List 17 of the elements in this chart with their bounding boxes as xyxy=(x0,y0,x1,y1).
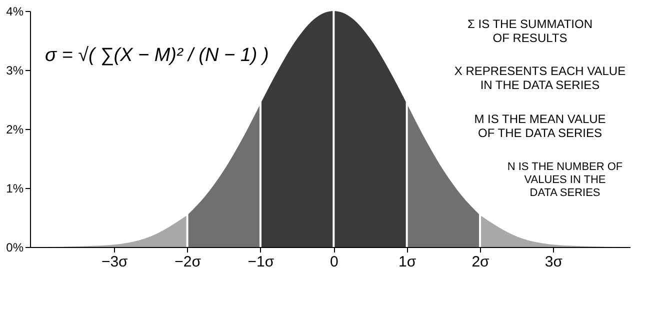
x-tick-label: 2σ xyxy=(472,254,490,270)
annotation: σ = √( ∑(X − M)² / (N − 1) ) xyxy=(45,45,269,66)
x-tick-label: 1σ xyxy=(398,254,417,270)
y-tick-label: 0% xyxy=(6,240,24,254)
annotation: Σ IS THE SUMMATION OF RESULTS xyxy=(468,17,592,45)
y-tick-label: 2% xyxy=(6,122,24,136)
y-tick-label: 4% xyxy=(6,4,24,18)
x-tick-label: −2σ xyxy=(174,254,202,270)
y-tick-label: 3% xyxy=(6,64,24,78)
y-tick-label: 1% xyxy=(6,182,24,196)
x-tick-label: −1σ xyxy=(248,254,275,270)
annotation: M IS THE MEAN VALUE OF THE DATA SERIES xyxy=(474,112,606,140)
x-tick-label: 3σ xyxy=(544,254,564,270)
x-tick-label: 0 xyxy=(330,254,338,270)
x-tick-label: −3σ xyxy=(101,254,129,270)
annotation: X REPRESENTS EACH VALUE IN THE DATA SERIES xyxy=(454,64,626,92)
annotation: N IS THE NUMBER OF VALUES IN THE DATA SERIES xyxy=(507,161,623,199)
